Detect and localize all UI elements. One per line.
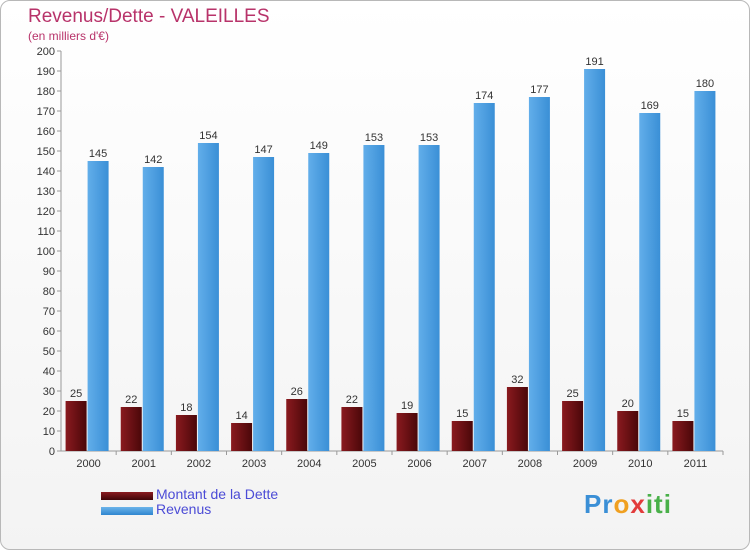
- x-tick-label: 2011: [684, 458, 708, 470]
- bar-revenus: [87, 161, 109, 451]
- x-tick-label: 2004: [297, 458, 321, 470]
- x-tick-label: 2001: [132, 458, 156, 470]
- y-tick-label: 170: [37, 106, 55, 118]
- bar-dette: [451, 421, 473, 451]
- data-label-revenus: 169: [641, 100, 659, 112]
- bar-dette: [396, 413, 418, 451]
- y-tick-label: 90: [43, 266, 55, 278]
- data-label-dette: 19: [401, 400, 413, 412]
- data-label-revenus: 154: [199, 130, 217, 142]
- x-tick-label: 2010: [628, 458, 652, 470]
- data-label-revenus: 180: [696, 78, 714, 90]
- x-tick-label: 2007: [463, 458, 487, 470]
- y-tick-label: 130: [37, 186, 55, 198]
- legend-label-dette: Montant de la Dette: [156, 486, 279, 502]
- bar-revenus: [308, 153, 330, 451]
- data-label-dette: 22: [346, 394, 358, 406]
- legend-label-revenus: Revenus: [156, 501, 212, 517]
- data-label-revenus: 142: [144, 154, 162, 166]
- y-tick-label: 150: [37, 146, 55, 158]
- x-tick-label: 2009: [573, 458, 597, 470]
- data-label-dette: 22: [125, 394, 137, 406]
- bar-revenus: [142, 167, 164, 451]
- x-tick-label: 2002: [187, 458, 211, 470]
- data-label-dette: 14: [235, 410, 247, 422]
- x-tick-label: 2003: [242, 458, 266, 470]
- data-label-dette: 18: [180, 402, 192, 414]
- bar-revenus: [253, 157, 275, 451]
- bar-dette: [120, 407, 142, 451]
- x-tick-label: 2005: [352, 458, 376, 470]
- y-tick-label: 30: [43, 386, 55, 398]
- proxiti-logo: Proxiti: [584, 489, 672, 519]
- y-tick-label: 60: [43, 326, 55, 338]
- bar-revenus: [694, 91, 716, 451]
- y-tick-label: 40: [43, 366, 55, 378]
- bar-dette: [672, 421, 694, 451]
- bar-revenus: [473, 103, 495, 451]
- bar-dette: [617, 411, 639, 451]
- bar-revenus: [639, 113, 661, 451]
- data-label-dette: 15: [677, 408, 689, 420]
- y-tick-label: 190: [37, 66, 55, 78]
- y-tick-label: 0: [49, 446, 55, 458]
- y-tick-label: 200: [37, 46, 55, 58]
- y-tick-label: 140: [37, 166, 55, 178]
- data-label-dette: 15: [456, 408, 468, 420]
- bar-revenus: [528, 97, 550, 451]
- data-label-dette: 26: [291, 386, 303, 398]
- data-label-dette: 25: [566, 388, 578, 400]
- bar-dette: [65, 401, 87, 451]
- legend-swatch-revenus: [101, 507, 153, 515]
- data-label-revenus: 191: [585, 56, 603, 68]
- bar-revenus: [363, 145, 385, 451]
- x-tick-label: 2000: [76, 458, 100, 470]
- bar-revenus: [418, 145, 440, 451]
- data-label-revenus: 153: [365, 132, 383, 144]
- y-tick-label: 100: [37, 246, 55, 258]
- y-tick-label: 50: [43, 346, 55, 358]
- bar-revenus: [197, 143, 219, 451]
- bar-dette: [286, 399, 308, 451]
- chart-subtitle: (en milliers d'€): [28, 29, 109, 43]
- legend-swatch-dette: [101, 492, 153, 500]
- chart-title: Revenus/Dette - VALEILLES: [28, 6, 270, 27]
- data-label-dette: 25: [70, 388, 82, 400]
- y-tick-label: 20: [43, 406, 55, 418]
- bar-dette: [562, 401, 584, 451]
- data-label-dette: 32: [511, 374, 523, 386]
- y-tick-label: 80: [43, 286, 55, 298]
- bar-dette: [231, 423, 253, 451]
- y-tick-label: 10: [43, 426, 55, 438]
- x-tick-label: 2008: [518, 458, 542, 470]
- data-label-revenus: 153: [420, 132, 438, 144]
- data-label-revenus: 177: [530, 84, 548, 96]
- bar-dette: [506, 387, 528, 451]
- bar-dette: [341, 407, 363, 451]
- data-label-revenus: 149: [310, 140, 328, 152]
- bar-dette: [175, 415, 197, 451]
- y-tick-label: 160: [37, 126, 55, 138]
- data-label-dette: 20: [622, 398, 634, 410]
- y-tick-label: 70: [43, 306, 55, 318]
- y-tick-label: 120: [37, 206, 55, 218]
- y-tick-label: 110: [37, 226, 55, 238]
- y-tick-label: 180: [37, 86, 55, 98]
- data-label-revenus: 147: [254, 144, 272, 156]
- data-label-revenus: 174: [475, 90, 493, 102]
- x-tick-label: 2006: [407, 458, 431, 470]
- bar-revenus: [584, 69, 606, 451]
- data-label-revenus: 145: [89, 148, 107, 160]
